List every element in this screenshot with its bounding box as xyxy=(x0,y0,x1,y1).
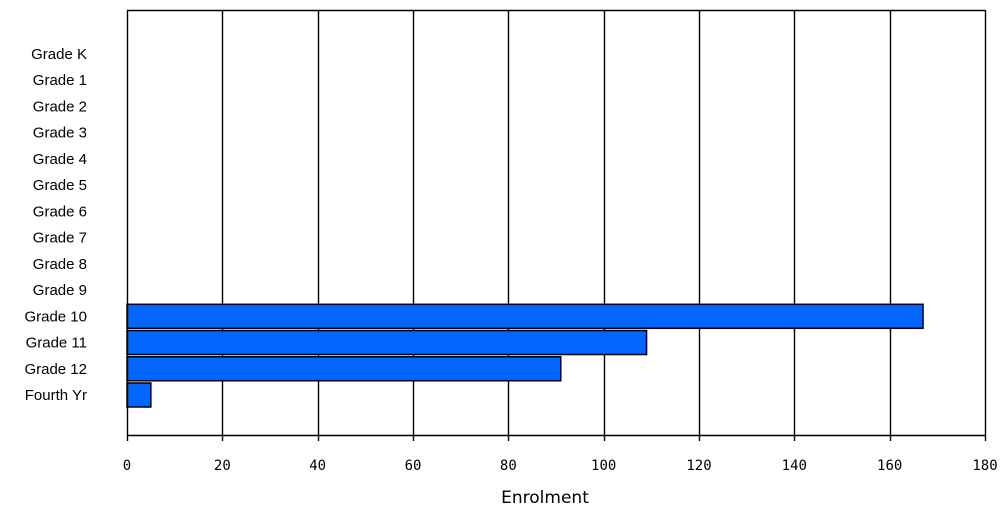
category-label: Grade 11 xyxy=(26,335,87,352)
x-tick-label: 40 xyxy=(309,458,326,474)
grid-lines xyxy=(221,10,892,435)
bar xyxy=(126,303,924,330)
bars xyxy=(126,303,924,408)
x-axis-title: Enrolment xyxy=(501,488,589,506)
category-label: Grade 3 xyxy=(33,125,87,142)
category-label: Grade 12 xyxy=(24,361,87,378)
x-tick-label: 120 xyxy=(686,458,711,474)
category-label: Fourth Yr xyxy=(25,387,87,404)
x-tick-label: 100 xyxy=(591,458,616,474)
bar xyxy=(126,329,648,356)
x-tick-labels: 0 20 40 60 80 100 120 140 160 180 xyxy=(123,458,998,474)
category-labels: Grade K Grade 1 Grade 2 Grade 3 Grade 4 Grade… xyxy=(24,46,87,404)
x-tick-label: 60 xyxy=(405,458,422,474)
category-label: Grade 1 xyxy=(33,72,87,89)
x-tick-label: 160 xyxy=(877,458,902,474)
category-label: Grade K xyxy=(31,46,87,63)
category-label: Grade 2 xyxy=(33,98,87,115)
x-tick-label: 140 xyxy=(782,458,807,474)
category-label: Grade 7 xyxy=(33,230,87,247)
x-tick-label: 80 xyxy=(500,458,517,474)
bar xyxy=(126,382,152,408)
category-label: Grade 10 xyxy=(24,308,87,325)
x-tick-label: 180 xyxy=(972,458,997,474)
category-label: Grade 9 xyxy=(33,282,87,299)
category-label: Grade 5 xyxy=(33,177,87,194)
x-tick-label: 0 xyxy=(123,458,131,474)
category-label: Grade 4 xyxy=(33,151,87,168)
category-label: Grade 8 xyxy=(33,256,87,273)
bar xyxy=(126,356,562,382)
x-tick-label: 20 xyxy=(214,458,231,474)
category-label: Grade 6 xyxy=(33,203,87,220)
plot-frame xyxy=(126,9,987,441)
